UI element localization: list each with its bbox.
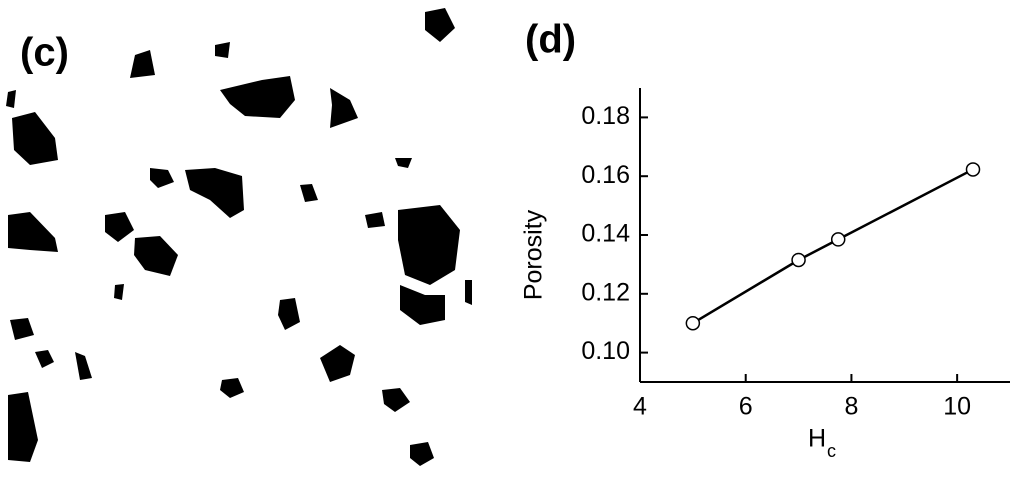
y-tick-label: 0.14 bbox=[581, 220, 630, 248]
data-point bbox=[685, 315, 701, 331]
panel-label: (d) bbox=[525, 18, 576, 62]
x-tick-label: 10 bbox=[943, 393, 971, 421]
data-point bbox=[791, 252, 806, 268]
x-axis-label-subscript: c bbox=[827, 441, 836, 461]
x-tick-label: 8 bbox=[844, 393, 858, 421]
panel-label: (c) bbox=[20, 31, 69, 75]
y-tick-label: 0.12 bbox=[581, 278, 630, 306]
x-tick-label: 6 bbox=[739, 393, 753, 421]
series-line bbox=[692, 168, 974, 325]
y-tick-label: 0.10 bbox=[581, 337, 630, 365]
micrograph bbox=[6, 8, 472, 466]
y-axis-label: Porosity bbox=[520, 209, 548, 300]
x-tick-label: 4 bbox=[633, 393, 647, 421]
data-point bbox=[965, 162, 981, 177]
y-tick-label: 0.18 bbox=[581, 102, 630, 130]
x-axis-label: H bbox=[808, 425, 826, 453]
y-tick-label: 0.16 bbox=[581, 161, 630, 189]
data-point bbox=[830, 232, 846, 247]
